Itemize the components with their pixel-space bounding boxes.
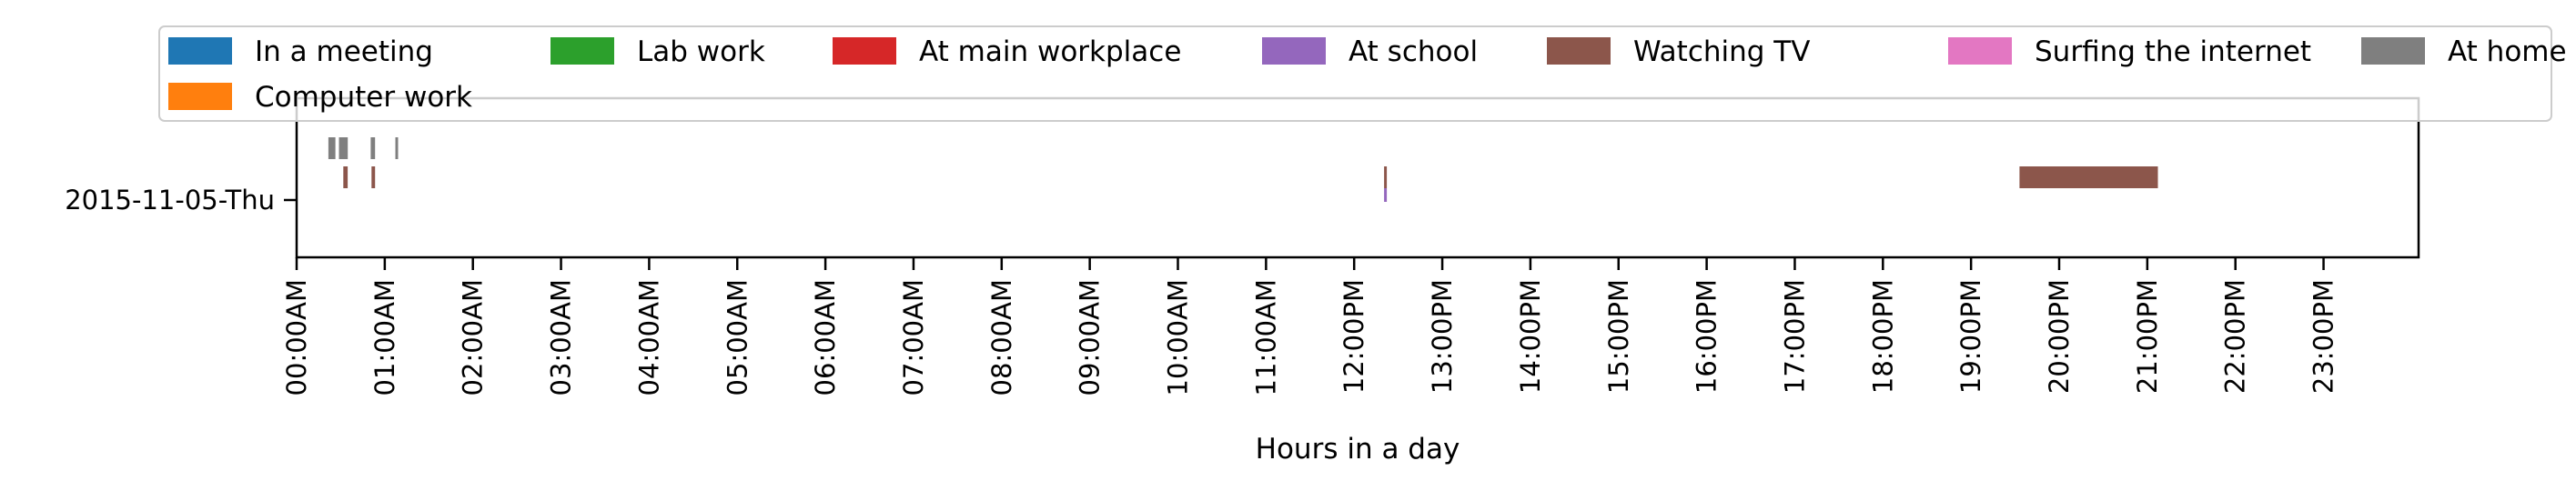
legend-swatch-lab-work [551,37,614,65]
x-tick-label: 12:00PM [1339,279,1369,394]
x-tick-label: 16:00PM [1692,279,1722,394]
bar-at-home-0 [328,137,336,159]
x-tick-label: 02:00AM [458,279,489,396]
x-tick-label: 00:00AM [281,279,312,396]
legend-swatch-at-main-workplace [833,37,896,65]
x-tick-label: 08:00AM [986,279,1017,396]
legend-label-watching-tv: Watching TV [1633,35,1810,68]
x-tick-label: 11:00AM [1250,279,1281,396]
x-tick-label: 03:00AM [546,279,577,396]
x-tick-label: 10:00AM [1163,279,1194,396]
x-tick-label: 07:00AM [898,279,929,396]
x-tick-label: 06:00AM [810,279,841,396]
x-tick-label: 01:00AM [369,279,400,396]
legend-label-surfing-the-internet: Surfing the internet [2035,35,2311,68]
legend-swatch-in-a-meeting [168,37,232,65]
bar-watching-tv-3 [2019,166,2158,188]
x-tick-label: 13:00PM [1427,279,1458,394]
x-tick-label: 20:00PM [2044,279,2075,394]
legend-swatch-computer-work [168,83,232,110]
x-tick-label: 14:00PM [1515,279,1546,394]
legend-label-at-home: At home [2448,35,2567,68]
y-tick-label: 2015-11-05-Thu [65,185,275,215]
legend-label-at-main-workplace: At main workplace [919,35,1181,68]
x-axis: 00:00AM 01:00AM 02:00AM 03:00AM 04:00AM 05:00… [281,257,2339,396]
bar-watching-tv-2 [1384,166,1388,188]
x-tick-label: 05:00AM [722,279,753,396]
x-tick-label: 04:00AM [633,279,664,396]
x-tick-label: 17:00PM [1779,279,1810,394]
x-tick-label: 21:00PM [2132,279,2163,394]
activity-bars [328,137,2158,202]
legend-swatch-at-school [1262,37,1326,65]
x-axis-title: Hours in a day [1256,433,1460,466]
y-axis: 2015-11-05-Thu [65,185,297,215]
legend-swatch-watching-tv [1547,37,1611,65]
bar-watching-tv-1 [371,166,376,188]
legend-label-computer-work: Computer work [255,81,472,114]
x-tick-label: 23:00PM [2308,279,2339,394]
bar-watching-tv-0 [343,166,349,188]
bar-at-home-3 [395,137,399,159]
legend-label-in-a-meeting: In a meeting [255,35,433,68]
x-tick-label: 19:00PM [1955,279,1986,394]
x-tick-label: 18:00PM [1867,279,1898,394]
bar-at-home-1 [338,137,349,159]
legend-swatch-surfing-the-internet [1948,37,2012,65]
legend: In a meeting Lab work At main workplace At … [158,25,2567,122]
x-tick-label: 09:00AM [1075,279,1106,396]
legend-swatch-at-home [2361,37,2425,65]
x-tick-label: 15:00PM [1603,279,1634,394]
bar-at-home-2 [370,137,376,159]
x-tick-label: 22:00PM [2220,279,2251,394]
bar-at-school-0 [1384,188,1388,202]
legend-label-at-school: At school [1349,35,1478,68]
legend-label-lab-work: Lab work [637,35,765,68]
